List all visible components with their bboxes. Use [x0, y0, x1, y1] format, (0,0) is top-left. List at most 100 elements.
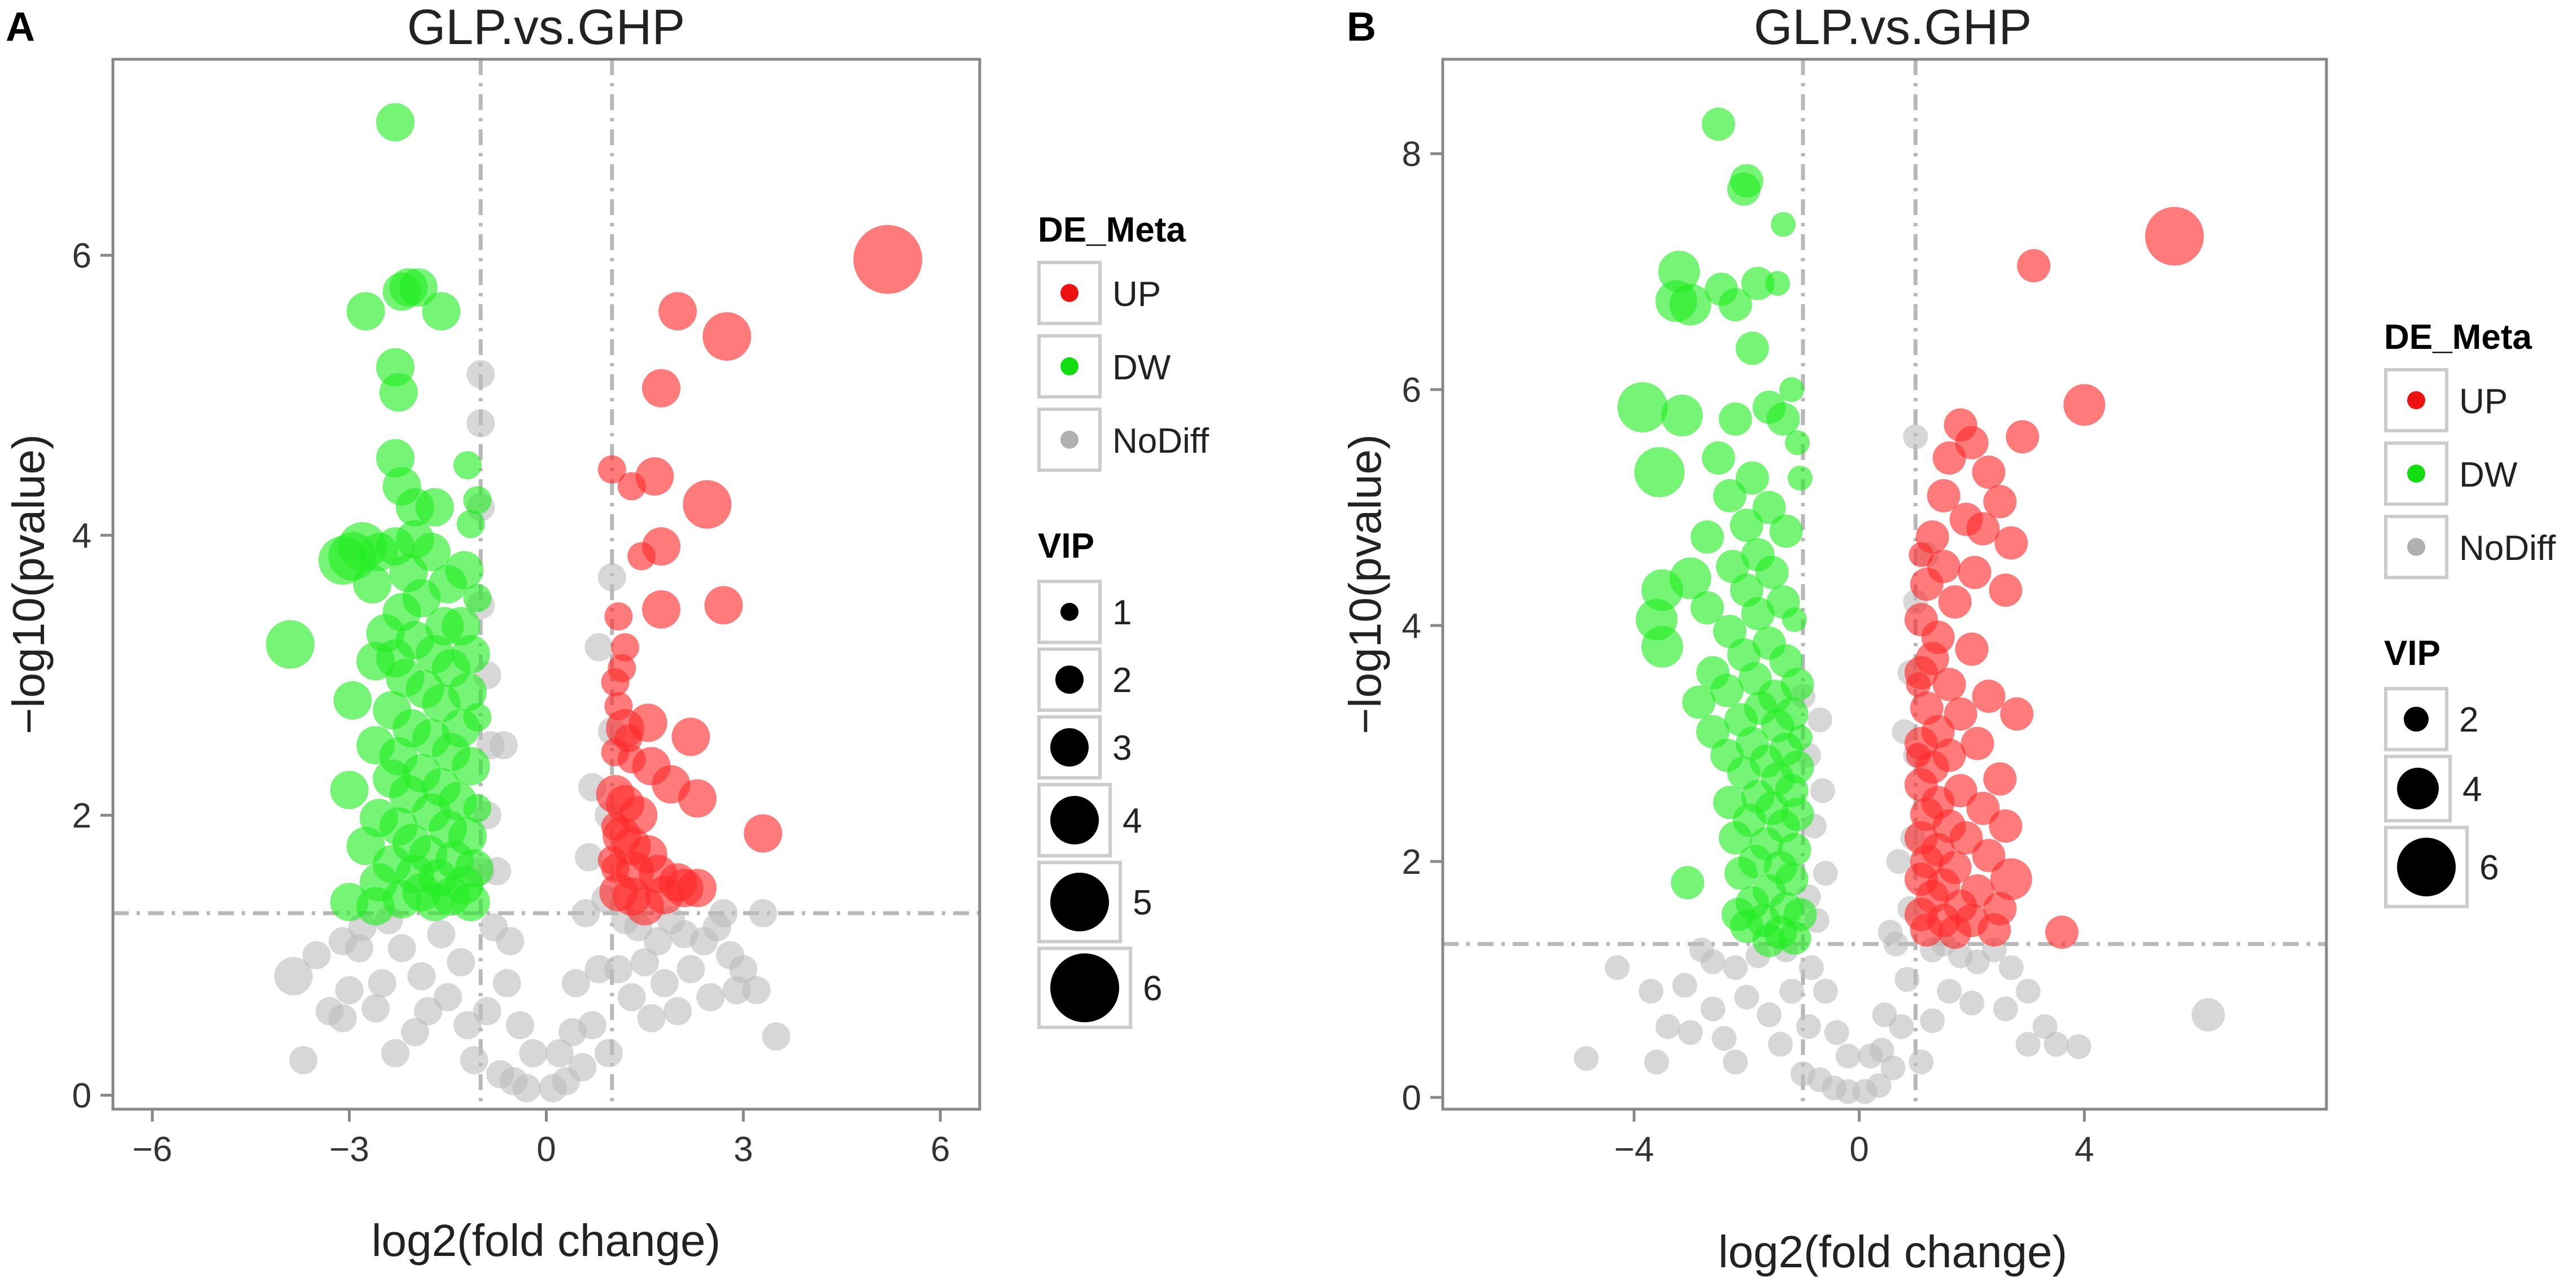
panel-a-point-nodiff-11 — [427, 920, 456, 948]
panel-b-point-dw-19 — [1701, 441, 1735, 475]
panel-a-point-nodiff-28 — [466, 409, 495, 437]
panel-a-point-dw-80 — [451, 882, 490, 921]
panel-b-point-nodiff-2 — [1638, 979, 1664, 1004]
panel-a-point-nodiff-56 — [676, 955, 705, 983]
panel-a-point-nodiff-75 — [558, 1018, 587, 1047]
panel-a-point-dw-25 — [353, 565, 392, 603]
panel-b-point-dw-18 — [1784, 430, 1810, 456]
panel-b-point-up-62 — [2045, 916, 2079, 949]
panel-a-label: A — [6, 5, 35, 50]
panel-a-point-nodiff-58 — [630, 948, 659, 977]
panel-b-point-nodiff-19 — [1796, 1014, 1821, 1039]
panel-a-size-key-dot-4 — [1050, 873, 1109, 931]
panel-a-point-nodiff-44 — [575, 843, 604, 872]
panel-b-y-tick-label-0: 0 — [1402, 1079, 1421, 1118]
panel-a-point-dw-79 — [415, 882, 454, 921]
panel-a-x-tick-label-3: 3 — [733, 1130, 753, 1169]
panel-b-point-up-16 — [1958, 555, 1992, 589]
panel-b-point-dw-10 — [1718, 288, 1752, 322]
panel-b-point-up-18 — [1910, 567, 1944, 601]
panel-a-point-nodiff-54 — [742, 976, 771, 1005]
panel-b-size-key-dot-0 — [2404, 707, 2429, 732]
panel-a-points — [265, 103, 923, 1102]
panel-b-label: B — [1347, 5, 1376, 50]
panel-a-point-nodiff-69 — [496, 927, 525, 956]
panel-a-point-nodiff-78 — [749, 899, 778, 927]
panel-a-point-dw-4 — [382, 272, 421, 311]
panel-b-point-nodiff-15 — [1678, 1020, 1703, 1045]
panel-b-point-nodiff-52 — [1937, 979, 1962, 1004]
panel-b-size-legend-title: VIP — [2384, 634, 2440, 673]
panel-b-point-dw-47 — [1710, 673, 1744, 707]
panel-b-point-up-26 — [1972, 680, 2006, 713]
panel-b-point-nodiff-53 — [1920, 1008, 1945, 1034]
panel-a-point-nodiff-66 — [492, 969, 521, 997]
panel-b-size-key-label-0: 2 — [2459, 701, 2478, 739]
panel-b-point-up-13 — [1994, 526, 2028, 560]
panel-a-point-dw-37 — [356, 642, 395, 681]
panel-b-point-nodiff-50 — [2015, 1032, 2041, 1057]
panel-a-point-up-34 — [744, 814, 783, 853]
panel-b-point-up-9 — [1983, 485, 2017, 519]
panel-b-legend-label-nodiff: NoDiff — [2459, 529, 2556, 568]
panel-b-size-key-dot-2 — [2397, 838, 2456, 896]
panel-a: A GLP.vs.GHP 0 2 4 6 −6 −3 0 3 6 log2(fold chan… — [3, 0, 1210, 1266]
panel-a-color-legend: DE_Meta UP DW NoDiff — [1037, 211, 1210, 472]
panel-b-legend-label-dw: DW — [2459, 456, 2518, 494]
panel-a-point-dw-3 — [346, 292, 385, 331]
panel-b-point-up-42 — [1989, 809, 2023, 843]
panel-b-point-nodiff-47 — [2015, 979, 2041, 1004]
panel-a-point-nodiff-57 — [650, 969, 679, 997]
panel-b-point-nodiff-39 — [1903, 424, 1928, 449]
panel-b-point-dw-17 — [1766, 402, 1800, 436]
panel-b-point-dw-22 — [1787, 465, 1813, 491]
panel-b-point-up-35 — [1983, 762, 2017, 796]
panel-a-legend-label-nodiff: NoDiff — [1112, 422, 1210, 461]
panel-b-point-up-44 — [1949, 821, 1983, 855]
panel-b-point-nodiff-17 — [1723, 1049, 1748, 1075]
panel-b-point-dw-35 — [1691, 591, 1724, 625]
panel-b-point-dw-9 — [1669, 283, 1711, 326]
panel-b-point-nodiff-4 — [1672, 973, 1697, 998]
panel-a-point-up-7 — [617, 472, 646, 501]
panel-a-x-tick-label-4: 6 — [931, 1130, 950, 1169]
panel-b-color-legend: DE_Meta UP DW NoDiff — [2384, 318, 2556, 579]
panel-b-point-dw-11 — [1735, 331, 1769, 365]
panel-b-point-nodiff-6 — [1700, 996, 1726, 1022]
panel-b-points — [1574, 107, 2225, 1104]
panel-b-point-up-22 — [1955, 632, 1989, 666]
panel-a-legend-label-dw: DW — [1112, 348, 1171, 387]
panel-a-y-tick-label-3: 6 — [72, 237, 91, 275]
panel-b-point-up-0 — [2145, 207, 2204, 266]
panel-a-point-nodiff-61 — [722, 976, 751, 1005]
panel-b-point-nodiff-46 — [1998, 955, 2024, 980]
panel-a-point-dw-7 — [379, 373, 418, 412]
panel-a-point-up-43 — [614, 724, 643, 752]
panel-a-point-nodiff-65 — [604, 955, 633, 983]
panel-a-point-dw-8 — [453, 451, 482, 480]
panel-a-size-legend-labels: 1 2 3 4 5 6 — [1112, 593, 1162, 1008]
panel-b-point-dw-21 — [1735, 461, 1769, 495]
panel-a-point-up-3 — [642, 369, 681, 408]
panel-b-point-dw-12 — [1779, 377, 1805, 402]
panel-b-point-up-60 — [1938, 916, 1972, 949]
panel-b-y-tick-label-2: 4 — [1402, 607, 1421, 646]
panel-b-point-nodiff-58 — [1813, 979, 1838, 1004]
panel-b-size-key-label-1: 4 — [2463, 770, 2482, 809]
panel-a-x-tick-label-1: −3 — [329, 1130, 369, 1169]
panel-b-point-nodiff-62 — [1878, 920, 1903, 945]
panel-b-point-up-39 — [1966, 791, 2000, 825]
panel-a-x-tick-label-2: 0 — [536, 1130, 556, 1169]
panel-a-point-up-44 — [608, 654, 636, 682]
panel-a-point-nodiff-77 — [315, 997, 344, 1026]
panel-b-y-tick-label-3: 6 — [1402, 371, 1421, 410]
panel-b-point-nodiff-56 — [2191, 998, 2225, 1032]
panel-b-point-dw-70 — [1718, 821, 1752, 855]
panel-b-point-up-25 — [1932, 668, 1966, 702]
panel-a-point-dw-81 — [356, 887, 395, 926]
panel-b-point-dw-87 — [1721, 898, 1755, 931]
panel-a-point-nodiff-10 — [407, 962, 436, 991]
panel-b-x-tick-label-1: 0 — [1849, 1130, 1868, 1169]
panel-b-point-dw-5 — [1741, 266, 1775, 300]
panel-a-point-nodiff-42 — [597, 563, 626, 592]
